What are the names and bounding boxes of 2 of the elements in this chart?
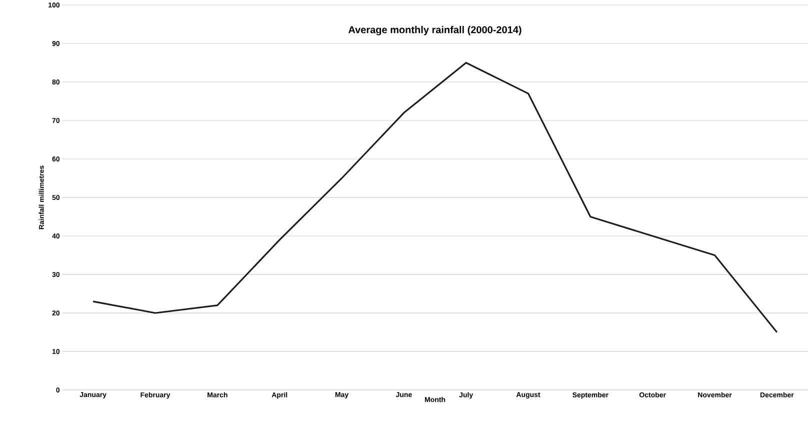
line-series: [92, 62, 778, 334]
text: Average monthly rainfall (2000-2014): [348, 26, 522, 36]
